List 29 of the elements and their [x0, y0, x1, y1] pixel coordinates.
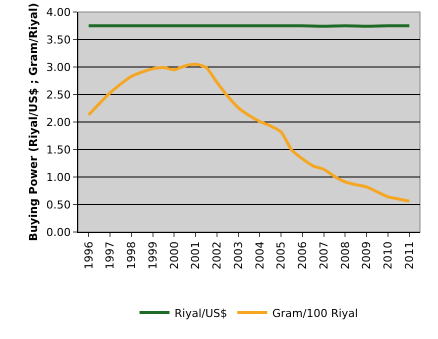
x-tick-label: 1997 [104, 241, 117, 270]
x-tick-label: 2003 [232, 241, 245, 270]
x-tick-label: 1996 [82, 241, 96, 270]
x-tick-label: 2000 [168, 241, 181, 270]
x-tick-label: 2002 [210, 241, 224, 270]
x-tick-label: 2005 [274, 241, 288, 270]
y-tick-label: 1.00 [46, 170, 71, 184]
y-tick-label: 0.50 [46, 198, 71, 212]
y-tick-label: 1.50 [46, 143, 71, 156]
y-tick-label: 2.50 [46, 88, 71, 102]
y-tick-label: 0.00 [46, 226, 71, 239]
line-series [87, 62, 411, 203]
x-tick-label: 2007 [317, 241, 330, 270]
x-tick-label: 1998 [125, 241, 138, 270]
y-tick-label: 2.00 [46, 116, 71, 129]
y-tick-label: 3.50 [46, 33, 71, 46]
x-tick-label: 2010 [382, 241, 395, 270]
x-tick-label: 2008 [338, 241, 352, 270]
x-tick-label: 2011 [402, 241, 416, 270]
y-tick-label: 4.00 [46, 6, 71, 19]
x-tick-label: 1999 [146, 241, 160, 270]
x-tick-label: 2006 [296, 241, 310, 270]
x-tick-label: 2009 [360, 241, 374, 270]
legend-label: Gram/100 Riyal [272, 306, 358, 320]
x-tick-label: 2001 [189, 241, 202, 270]
legend-label: Riyal/US$ [174, 306, 228, 320]
y-tick-label: 3.00 [46, 60, 71, 74]
y-axis-title: Buying Power (Riyal/US$ ; Gram/Riyal) [26, 2, 40, 242]
x-tick-label: 2004 [253, 241, 266, 270]
